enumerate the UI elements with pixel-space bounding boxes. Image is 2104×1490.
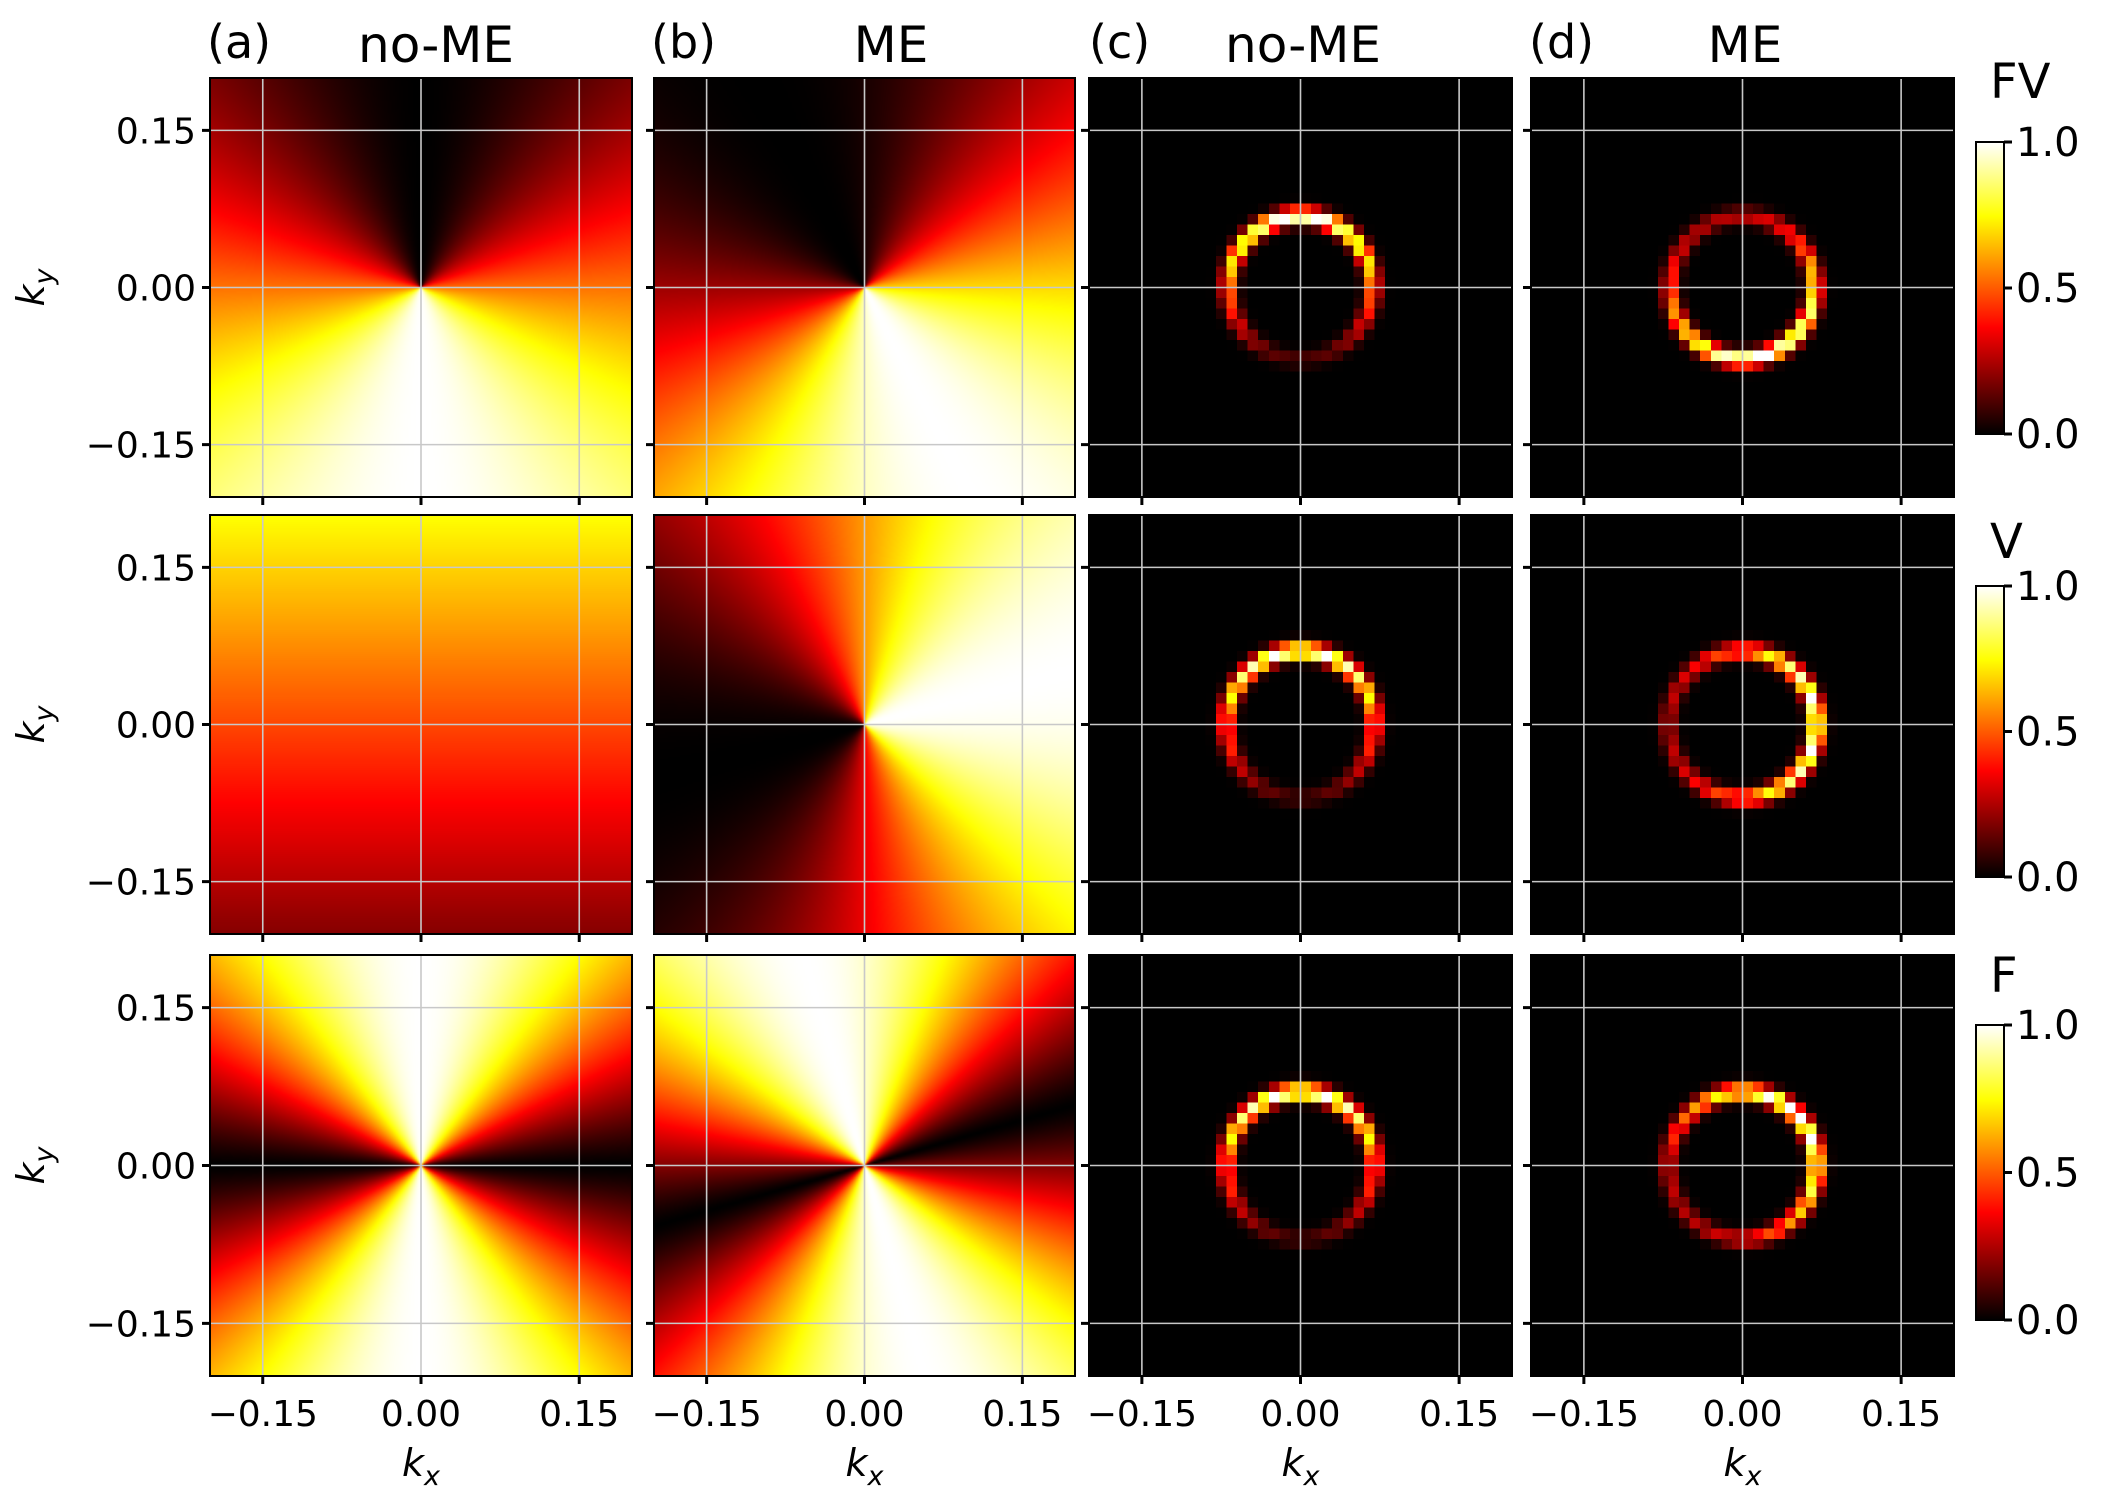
colorbar-tick-label: 1.0 <box>2016 564 2080 610</box>
x-tick-label: 0.15 <box>1419 1394 1499 1435</box>
x-axis-label: kx <box>846 1441 885 1490</box>
panel-fv-d <box>1523 77 1955 505</box>
colorbars: 0.0 0.5 1.0 0.0 0.5 1.0 0.0 0.5 1.0 <box>1975 120 2080 1344</box>
colorbar-fill <box>1975 141 2005 435</box>
x-axis-label: kx <box>1282 1441 1321 1490</box>
panel-fv-b <box>646 77 1076 505</box>
colorbar-fv: 0.0 0.5 1.0 <box>1975 120 2080 458</box>
colorbar-f: 0.0 0.5 1.0 <box>1975 1003 2080 1344</box>
column-title-a: no-ME <box>358 16 514 74</box>
panel-f-c <box>1081 954 1513 1384</box>
y-tick-label: 0.15 <box>116 989 196 1030</box>
y-tick-label: 0.00 <box>116 706 196 747</box>
panel-v-b <box>646 514 1076 942</box>
x-tick-label: −0.15 <box>651 1394 761 1435</box>
colorbar-tick-label: 0.0 <box>2016 412 2080 458</box>
panel-letter-d: (d) <box>1529 15 1594 69</box>
panel-v-c <box>1081 514 1513 942</box>
x-tick-label: 0.00 <box>1702 1394 1782 1435</box>
y-axis-label: ky <box>9 1145 60 1184</box>
colorbar-v: 0.0 0.5 1.0 <box>1975 564 2080 901</box>
y-tick-label: −0.15 <box>86 426 196 467</box>
panel-letter-a: (a) <box>207 15 271 69</box>
y-axis-label: ky <box>9 704 60 743</box>
row-label-v: V <box>1990 514 2023 570</box>
y-tick-label: −0.15 <box>86 1304 196 1345</box>
row-label-f: F <box>1990 948 2018 1004</box>
row-label-fv: FV <box>1990 54 2051 110</box>
x-tick-label: 0.15 <box>539 1394 619 1435</box>
colorbar-tick-label: 0.5 <box>2016 1151 2080 1197</box>
x-tick-label: −0.15 <box>1087 1394 1197 1435</box>
column-title-d: ME <box>1708 16 1783 74</box>
panel-f-d <box>1523 954 1955 1384</box>
colorbar-fill <box>1975 1024 2005 1321</box>
y-tick-label: 0.00 <box>116 269 196 310</box>
colorbar-tick-label: 0.5 <box>2016 266 2080 312</box>
panels <box>202 77 1955 1384</box>
y-tick-label: 0.15 <box>116 548 196 589</box>
y-tick-label: 0.15 <box>116 111 196 152</box>
panel-letter-c: (c) <box>1089 15 1150 69</box>
x-tick-label: 0.15 <box>982 1394 1062 1435</box>
colorbar-tick-label: 0.0 <box>2016 855 2080 901</box>
y-tick-label: −0.15 <box>86 863 196 904</box>
x-tick-label: 0.00 <box>381 1394 461 1435</box>
panel-f-b <box>646 954 1076 1384</box>
colorbar-fill <box>1975 585 2005 878</box>
panel-v-a <box>202 514 633 942</box>
x-tick-label: 0.00 <box>1260 1394 1340 1435</box>
column-title-b: ME <box>854 16 929 74</box>
x-tick-label: −0.15 <box>208 1394 318 1435</box>
y-axis-label: ky <box>9 267 60 306</box>
panel-f-a <box>202 954 633 1384</box>
axes-labels: −0.15 0.00 0.15 ky −0.15 0.00 0.15 ky −0.15 0.00 0… <box>9 111 1941 1490</box>
panel-v-d <box>1523 514 1955 942</box>
x-tick-label: 0.15 <box>1861 1394 1941 1435</box>
panel-fv-a <box>202 77 633 505</box>
colorbar-tick-label: 0.5 <box>2016 710 2080 756</box>
y-tick-label: 0.00 <box>116 1147 196 1188</box>
x-tick-label: −0.15 <box>1529 1394 1639 1435</box>
x-axis-label: kx <box>402 1441 441 1490</box>
colorbar-tick-label: 1.0 <box>2016 1003 2080 1049</box>
colorbar-tick-label: 1.0 <box>2016 120 2080 166</box>
x-tick-label: 0.00 <box>824 1394 904 1435</box>
colorbar-tick-label: 0.0 <box>2016 1298 2080 1344</box>
panel-fv-c <box>1081 77 1513 505</box>
x-axis-label: kx <box>1724 1441 1763 1490</box>
panel-letter-b: (b) <box>651 15 716 69</box>
column-title-c: no-ME <box>1225 16 1381 74</box>
